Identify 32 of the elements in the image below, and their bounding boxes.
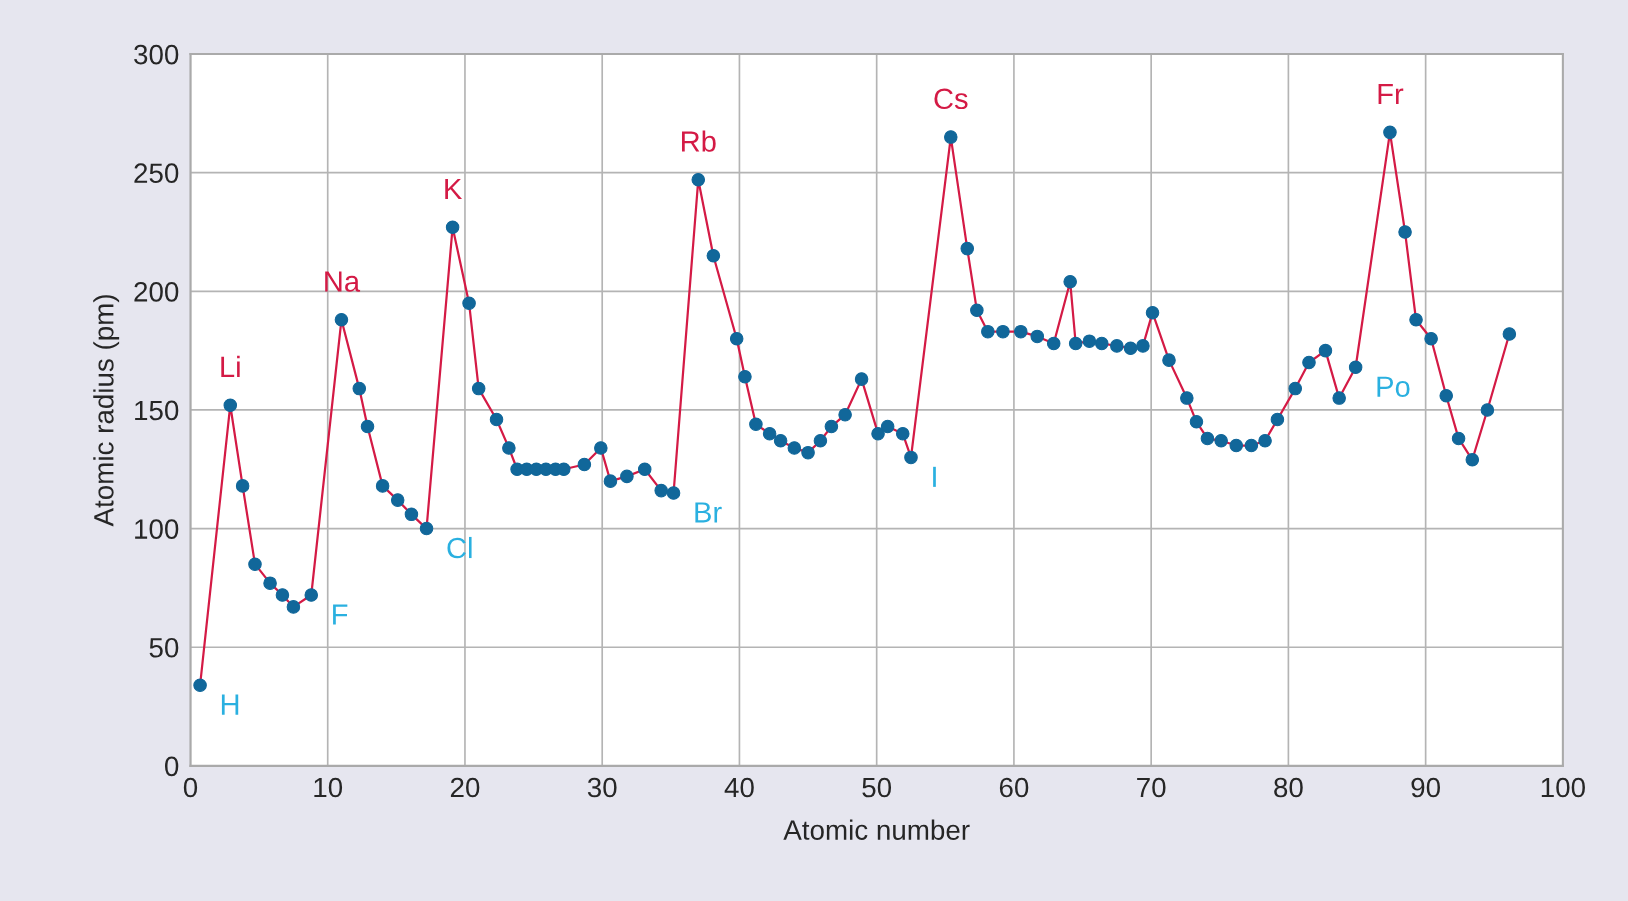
x-tick-label: 40 xyxy=(724,777,754,798)
y-tick-label: 0 xyxy=(165,756,179,777)
x-axis-title: Atomic number xyxy=(783,819,970,840)
x-tick-label: 30 xyxy=(587,777,617,798)
annotation: I xyxy=(933,466,936,487)
annotation: Cs xyxy=(934,88,968,110)
y-tick-label: 50 xyxy=(149,637,179,658)
y-tick-label: 100 xyxy=(135,519,179,539)
y-axis-title: Atomic radius (pm) xyxy=(93,295,120,527)
x-tick-label: 80 xyxy=(1274,777,1303,798)
x-tick-label: 60 xyxy=(999,777,1029,798)
x-tick-label: 10 xyxy=(314,777,343,798)
x-tick-label: 100 xyxy=(1541,777,1585,798)
y-tick-label: 250 xyxy=(134,163,179,184)
x-tick-label: 70 xyxy=(1137,777,1166,798)
y-tick-label: 150 xyxy=(135,400,179,421)
annotation: Rb xyxy=(682,130,716,152)
x-tick-label: 50 xyxy=(862,777,892,798)
x-tick-label: 90 xyxy=(1411,777,1440,798)
annotation: Na xyxy=(325,271,361,292)
annotation: Fr xyxy=(1378,84,1404,105)
annotation: Br xyxy=(695,502,722,523)
y-tick-label: 200 xyxy=(134,281,179,302)
annotation: K xyxy=(445,178,462,199)
annotation: Cl xyxy=(447,536,472,559)
annotation: F xyxy=(333,604,348,625)
x-tick-label: 20 xyxy=(450,777,480,798)
annotation: H xyxy=(221,694,239,715)
annotation: Li xyxy=(221,355,240,377)
x-tick-label: 0 xyxy=(183,777,198,798)
annotation: Po xyxy=(1377,376,1410,397)
y-tick-label: 300 xyxy=(134,44,179,65)
